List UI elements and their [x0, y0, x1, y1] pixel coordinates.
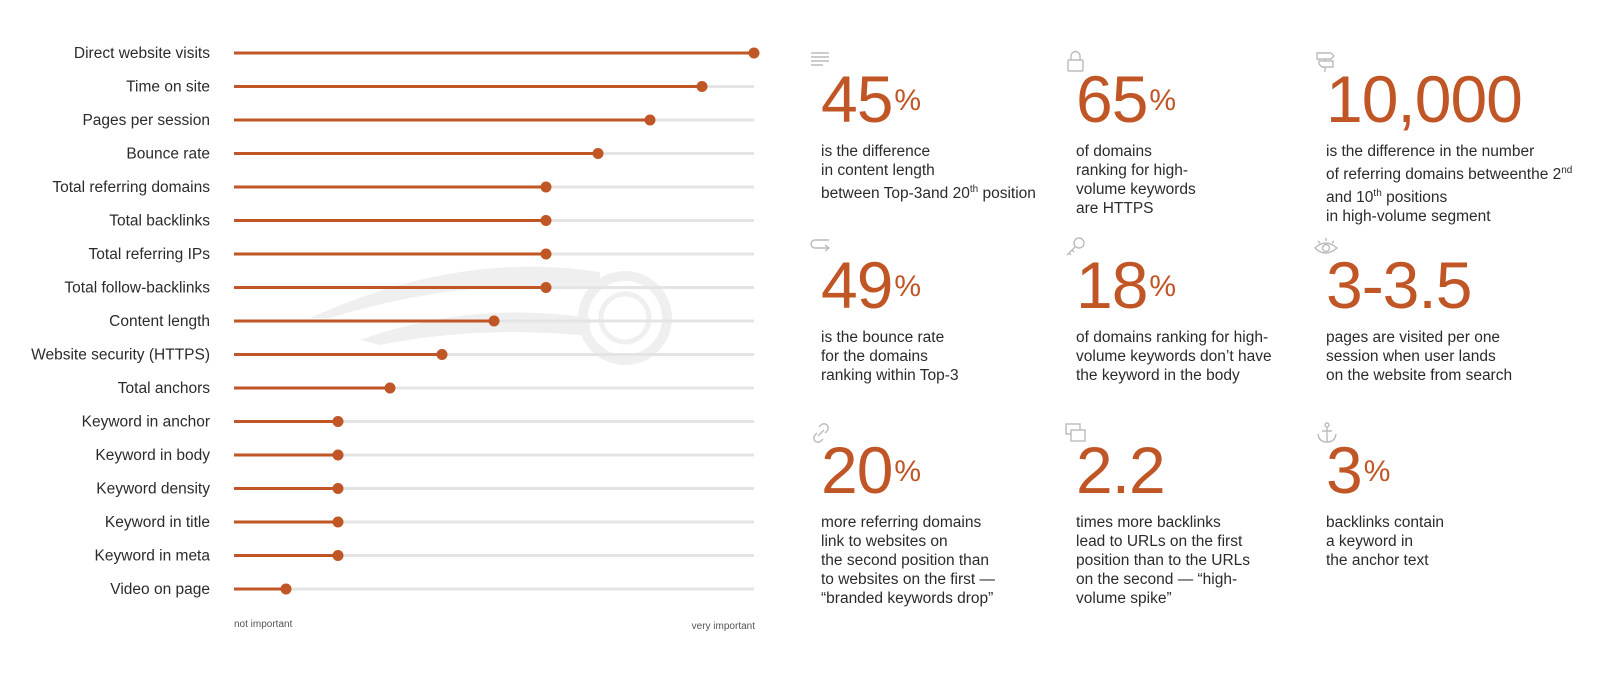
- chart-row: Total anchors: [118, 380, 754, 397]
- category-label: Content length: [109, 313, 210, 330]
- category-label: Video on page: [110, 581, 210, 598]
- stat-card: 3% backlinks contain a keyword in the ancho…: [1317, 422, 1586, 570]
- link-icon: [809, 421, 833, 445]
- stat-suffix: %: [1149, 84, 1176, 117]
- chart-row: Total backlinks: [109, 213, 754, 230]
- stat-card: 2.2 times more backlinks lead to URLs on t…: [1065, 423, 1316, 608]
- chart-row: Content length: [109, 313, 754, 330]
- value-dot: [384, 382, 396, 394]
- axis-min-label: not important: [234, 619, 293, 630]
- chart-row: Website security (HTTPS): [31, 347, 754, 364]
- stat-card: 20% more referring domains link to website…: [813, 423, 1061, 608]
- anchor-icon: [1314, 421, 1338, 445]
- stat-value: 65%: [1076, 62, 1176, 136]
- value-dot: [540, 181, 552, 193]
- category-label: Total backlinks: [109, 213, 210, 230]
- value-dot: [488, 315, 500, 327]
- value-dot: [540, 215, 552, 226]
- stat-value: 3%: [1326, 433, 1391, 507]
- chart-row: Direct website visits: [74, 45, 760, 62]
- stat-description: is the difference in the number of referr…: [1326, 143, 1573, 226]
- category-label: Keyword in title: [105, 514, 210, 531]
- stat-description: is the bounce rate for the domains ranking…: [821, 329, 959, 384]
- category-label: Time on site: [126, 79, 210, 96]
- stat-value: 18%: [1076, 248, 1176, 322]
- stat-description: of domains ranking for high-volume keywo…: [1076, 329, 1272, 384]
- category-label: Direct website visits: [74, 45, 210, 62]
- value-dot: [332, 416, 344, 427]
- value-dot: [332, 483, 344, 494]
- stat-description: is the difference in content length betwee…: [821, 143, 1036, 203]
- stat-description: of domains ranking for high-volume keywor…: [1076, 143, 1196, 217]
- chart-row: Keyword density: [96, 481, 754, 498]
- value-dot: [332, 550, 344, 561]
- stat-description: pages are visited per one session when us…: [1326, 329, 1513, 384]
- category-label: Total anchors: [118, 380, 210, 397]
- stat-suffix: %: [894, 84, 921, 117]
- category-label: Total follow-backlinks: [64, 280, 210, 297]
- value-dot: [540, 248, 552, 260]
- stat-value: 20%: [821, 433, 921, 507]
- stat-card: 65% of domains ranking for high-volume key…: [1067, 50, 1316, 218]
- chart-row: Keyword in title: [105, 514, 754, 531]
- value-dot: [748, 47, 760, 59]
- stat-description: times more backlinks lead to URLs on the …: [1076, 514, 1251, 607]
- value-dot: [332, 449, 344, 461]
- category-label: Total referring domains: [52, 179, 210, 196]
- chart-row: Total referring IPs: [89, 246, 754, 263]
- lines-icon: [809, 50, 833, 74]
- lollipop-chart: Direct website visits Time on site Pages p…: [31, 45, 760, 632]
- category-label: Total referring IPs: [89, 246, 211, 263]
- category-label: Bounce rate: [126, 146, 210, 163]
- value-dot: [540, 282, 552, 293]
- chart-row: Video on page: [110, 581, 754, 598]
- stat-value: 3-3.5: [1326, 248, 1472, 322]
- category-label: Pages per session: [82, 112, 210, 129]
- chart-row: Time on site: [126, 79, 754, 96]
- stat-suffix: %: [894, 270, 921, 303]
- signpost-icon: [1314, 50, 1338, 74]
- chart-row: Total follow-backlinks: [64, 280, 754, 297]
- key-icon: [1064, 236, 1088, 260]
- eye-icon: [1314, 236, 1339, 260]
- lock-icon: [1064, 50, 1088, 74]
- category-label: Keyword in body: [95, 447, 210, 464]
- windows-icon: [1064, 421, 1088, 445]
- category-label: Website security (HTTPS): [31, 347, 210, 364]
- category-label: Keyword density: [96, 481, 210, 498]
- stat-description: backlinks contain a keyword in the anchor …: [1326, 514, 1445, 569]
- stat-card: 45% is the difference in content length bet…: [811, 52, 1061, 203]
- stat-value: 45%: [821, 62, 921, 136]
- return-arrow-icon: [809, 236, 833, 260]
- stat-suffix: %: [894, 455, 921, 488]
- chart-row: Pages per session: [82, 112, 754, 129]
- chart-row: Total referring domains: [52, 179, 754, 196]
- stat-card: 18% of domains ranking for high-volume ke…: [1066, 237, 1316, 385]
- stat-suffix: %: [1363, 455, 1391, 488]
- stat-card: 49% is the bounce rate for the domains rank…: [810, 239, 1061, 385]
- stat-value: 10,000: [1326, 62, 1523, 136]
- stat-value: 2.2: [1076, 433, 1166, 507]
- watermark-logo: [310, 266, 672, 365]
- chart-row: Bounce rate: [126, 146, 754, 163]
- value-dot: [592, 148, 604, 159]
- stat-value: 49%: [821, 248, 921, 322]
- value-dot: [644, 114, 656, 126]
- stat-suffix: %: [1149, 270, 1176, 303]
- chart-row: Keyword in body: [95, 447, 754, 464]
- chart-row: Keyword in meta: [95, 548, 754, 565]
- chart-row: Keyword in anchor: [82, 414, 754, 431]
- value-dot: [436, 349, 448, 360]
- stat-card: 3-3.5 pages are visited per one session wh…: [1314, 238, 1586, 385]
- value-dot: [280, 583, 292, 595]
- category-label: Keyword in anchor: [82, 414, 210, 431]
- value-dot: [332, 516, 344, 528]
- stat-description: more referring domains link to websites o…: [821, 514, 996, 607]
- category-label: Keyword in meta: [95, 548, 211, 565]
- stat-card: 10,000 is the difference in the number of …: [1316, 52, 1586, 226]
- value-dot: [696, 81, 708, 92]
- axis-max-label: very important: [692, 621, 756, 632]
